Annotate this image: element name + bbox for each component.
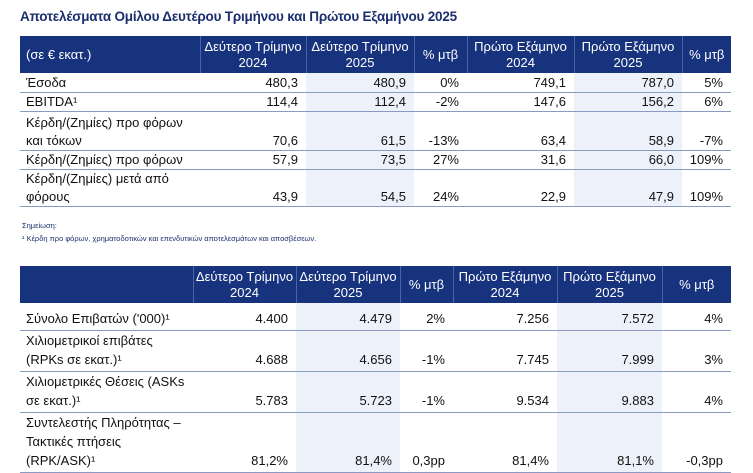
cell-value: 7.572 — [557, 303, 662, 331]
cell-value: 7.745 — [453, 330, 557, 372]
cell-value: 70,6 — [200, 111, 306, 151]
cell-value: 156,2 — [574, 92, 682, 112]
cell-value: 147,6 — [467, 92, 574, 112]
column-header: Πρώτο Εξάμηνο 2024 — [452, 266, 557, 303]
cell-value: 73,5 — [306, 150, 414, 170]
table-row: Κέρδη/(Ζημίες) μετά από φόρους 43,9 54,5 24… — [20, 169, 731, 207]
cell-value: 81,1% — [557, 412, 662, 473]
note-text: ¹ Κέρδη προ φόρων, χρηματοδοτικών και επ… — [22, 234, 317, 243]
cell-value: 4% — [662, 303, 731, 331]
column-header: % μτβ — [399, 266, 453, 303]
column-header: Δεύτερο Τρίμηνο 2025 — [295, 266, 400, 303]
cell-value: 58,9 — [574, 111, 682, 151]
row-label: Κέρδη/(Ζημίες) προ φόρων και τόκων — [20, 111, 200, 151]
cell-value: 0,3pp — [400, 412, 453, 473]
cell-value: 61,5 — [306, 111, 414, 151]
cell-value: 5.783 — [193, 371, 296, 413]
row-label: Έσοδα — [20, 73, 200, 93]
note-label: Σημείωση: — [22, 221, 57, 230]
column-header: Δεύτερο Τρίμηνο 2025 — [305, 36, 414, 73]
column-header: Δεύτερο Τρίμηνο 2024 — [199, 36, 306, 73]
cell-value: 66,0 — [574, 150, 682, 170]
traffic-table: Δεύτερο Τρίμηνο 2024 Δεύτερο Τρίμηνο 2025… — [20, 266, 731, 473]
row-label: Κέρδη/(Ζημίες) μετά από φόρους — [20, 169, 200, 207]
cell-value: 47,9 — [574, 169, 682, 207]
column-header: Δεύτερο Τρίμηνο 2024 — [192, 266, 296, 303]
column-header: Πρώτο Εξάμηνο 2024 — [466, 36, 574, 73]
cell-value: 112,4 — [306, 92, 414, 112]
cell-value: -1% — [400, 330, 453, 372]
cell-value: 4.688 — [193, 330, 296, 372]
cell-value: 3% — [662, 330, 731, 372]
row-label: Κέρδη/(Ζημίες) προ φόρων — [20, 150, 200, 170]
cell-value: 27% — [414, 150, 467, 170]
table-row: Συντελεστής Πληρότητας – Τακτικές πτήσει… — [20, 412, 731, 473]
cell-value: 787,0 — [574, 73, 682, 93]
row-label: Χιλιομετρικές Θέσεις (ASKs σε εκατ.)¹ — [20, 371, 193, 413]
cell-value: 4.656 — [296, 330, 400, 372]
cell-value: 5% — [682, 73, 731, 93]
cell-value: 9.883 — [557, 371, 662, 413]
cell-value: 31,6 — [467, 150, 574, 170]
cell-value: 9.534 — [453, 371, 557, 413]
table-row: Κέρδη/(Ζημίες) προ φόρων 57,9 73,5 27% 31,6 6… — [20, 150, 731, 170]
cell-value: 109% — [682, 150, 731, 170]
page-title: Αποτελέσματα Ομίλου Δευτέρου Τριμήνου κα… — [20, 9, 457, 24]
cell-value: 63,4 — [467, 111, 574, 151]
row-label: EBITDA¹ — [20, 92, 200, 112]
group-results-table: (σε € εκατ.) Δεύτερο Τρίμηνο 2024 Δεύτερο … — [20, 36, 731, 207]
cell-value: 0% — [414, 73, 467, 93]
row-label: Χιλιομετρικοί επιβάτες (RPKs σε εκατ.)¹ — [20, 330, 193, 372]
cell-value: -1% — [400, 371, 453, 413]
cell-value: 81,4% — [296, 412, 400, 473]
cell-value: 43,9 — [200, 169, 306, 207]
cell-value: 2% — [400, 303, 453, 331]
table-row: EBITDA¹ 114,4 112,4 -2% 147,6 156,2 6% — [20, 92, 731, 112]
cell-value: 6% — [682, 92, 731, 112]
table-row: Χιλιομετρικές Θέσεις (ASKs σε εκατ.)¹ 5.7… — [20, 371, 731, 413]
row-label: Συντελεστής Πληρότητας – Τακτικές πτήσει… — [20, 412, 193, 473]
cell-value: 4% — [662, 371, 731, 413]
table-row: Κέρδη/(Ζημίες) προ φόρων και τόκων 70,6 61… — [20, 111, 731, 151]
cell-value: 81,4% — [453, 412, 557, 473]
cell-value: 7.256 — [453, 303, 557, 331]
cell-value: 57,9 — [200, 150, 306, 170]
cell-value: 4.479 — [296, 303, 400, 331]
cell-value: 22,9 — [467, 169, 574, 207]
cell-value: 81,2% — [193, 412, 296, 473]
row-label: Σύνολο Επιβατών ('000)¹ — [20, 303, 193, 331]
column-header — [20, 266, 193, 303]
cell-value: 54,5 — [306, 169, 414, 207]
cell-value: -13% — [414, 111, 467, 151]
column-header: % μτβ — [661, 266, 731, 303]
cell-value: 5.723 — [296, 371, 400, 413]
cell-value: 109% — [682, 169, 731, 207]
cell-value: -0,3pp — [662, 412, 731, 473]
cell-value: 24% — [414, 169, 467, 207]
cell-value: -2% — [414, 92, 467, 112]
table-row: Χιλιομετρικοί επιβάτες (RPKs σε εκατ.)¹ 4… — [20, 330, 731, 372]
column-header: % μτβ — [413, 36, 467, 73]
table-row: Σύνολο Επιβατών ('000)¹ 4.400 4.479 2% 7.256… — [20, 303, 731, 331]
column-header: (σε € εκατ.) — [20, 36, 200, 73]
cell-value: 480,3 — [200, 73, 306, 93]
table-row: Έσοδα 480,3 480,9 0% 749,1 787,0 5% — [20, 73, 731, 93]
column-header: Πρώτο Εξάμηνο 2025 — [556, 266, 662, 303]
column-header: % μτβ — [681, 36, 731, 73]
column-header: Πρώτο Εξάμηνο 2025 — [573, 36, 682, 73]
cell-value: 7.999 — [557, 330, 662, 372]
cell-value: 480,9 — [306, 73, 414, 93]
cell-value: 749,1 — [467, 73, 574, 93]
cell-value: 114,4 — [200, 92, 306, 112]
cell-value: 4.400 — [193, 303, 296, 331]
cell-value: -7% — [682, 111, 731, 151]
